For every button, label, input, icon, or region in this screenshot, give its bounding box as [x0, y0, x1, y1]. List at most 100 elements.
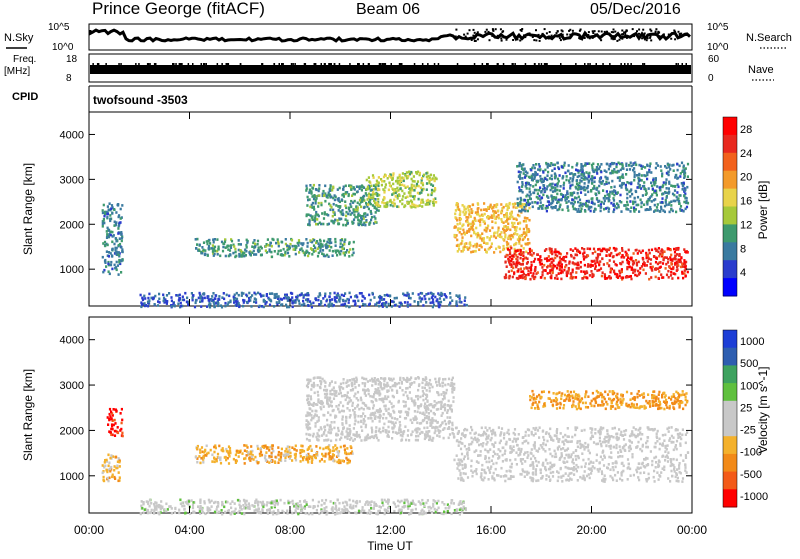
range-cell — [451, 391, 453, 394]
range-cell — [557, 251, 559, 254]
range-cell — [414, 410, 416, 413]
range-cell — [647, 164, 649, 167]
range-cell — [265, 459, 267, 462]
range-cell — [520, 245, 522, 248]
range-cell — [463, 206, 465, 209]
range-cell — [495, 211, 497, 214]
range-cell — [638, 273, 640, 276]
range-cell — [443, 427, 445, 430]
range-cell — [556, 274, 558, 277]
range-cell — [394, 297, 396, 300]
range-cell — [591, 175, 593, 178]
range-cell — [303, 450, 305, 453]
range-cell — [119, 237, 121, 240]
range-cell — [323, 414, 325, 417]
nave-point — [589, 63, 591, 65]
range-cell — [528, 230, 530, 233]
range-cell — [604, 176, 606, 179]
nave-point — [546, 63, 548, 65]
range-cell — [372, 204, 374, 207]
nave-point — [274, 63, 276, 65]
range-cell — [641, 174, 643, 177]
range-cell — [333, 304, 335, 307]
range-cell — [228, 462, 230, 465]
range-cell — [395, 180, 397, 183]
range-cell — [646, 200, 648, 203]
range-cell — [443, 298, 445, 301]
range-cell — [336, 296, 338, 299]
range-cell — [241, 255, 243, 258]
range-cell — [637, 252, 639, 255]
range-cell — [517, 256, 519, 259]
range-cell — [628, 191, 630, 194]
range-cell — [382, 417, 384, 420]
range-cell — [432, 201, 434, 204]
range-cell — [350, 188, 352, 191]
range-cell — [606, 262, 608, 265]
range-cell — [593, 210, 595, 213]
range-cell — [310, 419, 312, 422]
range-cell — [436, 391, 438, 394]
range-cell — [196, 461, 198, 464]
range-cell — [657, 263, 659, 266]
range-cell — [570, 277, 572, 280]
range-cell — [117, 264, 119, 267]
nsearch-point — [622, 33, 624, 35]
range-cell — [362, 412, 364, 415]
range-cell — [311, 410, 313, 413]
range-cell — [558, 180, 560, 183]
range-cell — [317, 376, 319, 379]
range-cell — [576, 182, 578, 185]
nsearch-point — [455, 29, 457, 31]
range-cell — [413, 198, 415, 201]
range-cell — [545, 248, 547, 251]
nsearch-point — [655, 28, 657, 30]
range-cell — [610, 277, 612, 280]
range-cell — [638, 261, 640, 264]
range-cell — [332, 250, 334, 253]
range-cell — [295, 245, 297, 248]
range-cell — [113, 224, 115, 227]
range-cell — [113, 243, 115, 246]
range-cell — [268, 250, 270, 253]
nave-point — [98, 63, 100, 65]
range-cell — [345, 215, 347, 218]
range-cell — [634, 176, 636, 179]
range-cell — [520, 171, 522, 174]
range-cell — [177, 303, 179, 306]
range-cell — [598, 204, 600, 207]
range-cell — [546, 210, 548, 213]
range-cell — [668, 276, 670, 279]
range-cell — [362, 303, 364, 306]
range-cell — [378, 204, 380, 207]
range-cell — [394, 304, 396, 307]
range-cell — [239, 451, 241, 454]
range-cell — [383, 180, 385, 183]
range-cell — [650, 266, 652, 269]
range-cell — [418, 198, 420, 201]
range-cell — [118, 461, 120, 464]
range-cell — [554, 184, 556, 187]
nsearch-point — [655, 31, 657, 33]
range-cell — [601, 249, 603, 252]
range-cell — [512, 267, 514, 270]
range-cell — [558, 262, 560, 265]
range-cell — [341, 395, 343, 398]
range-cell — [502, 249, 504, 252]
range-cell — [319, 460, 321, 463]
range-cell — [350, 200, 352, 203]
range-cell — [356, 185, 358, 188]
range-cell — [347, 391, 349, 394]
range-cell — [475, 227, 477, 230]
nave-point — [155, 63, 157, 65]
range-cell — [617, 191, 619, 194]
range-cell — [559, 204, 561, 207]
range-cell — [525, 251, 527, 254]
range-cell — [687, 175, 689, 178]
range-cell — [675, 174, 677, 177]
range-cell — [666, 274, 668, 277]
range-cell — [295, 445, 297, 448]
range-cell — [301, 247, 303, 250]
range-cell — [374, 417, 376, 420]
range-cell — [485, 230, 487, 233]
